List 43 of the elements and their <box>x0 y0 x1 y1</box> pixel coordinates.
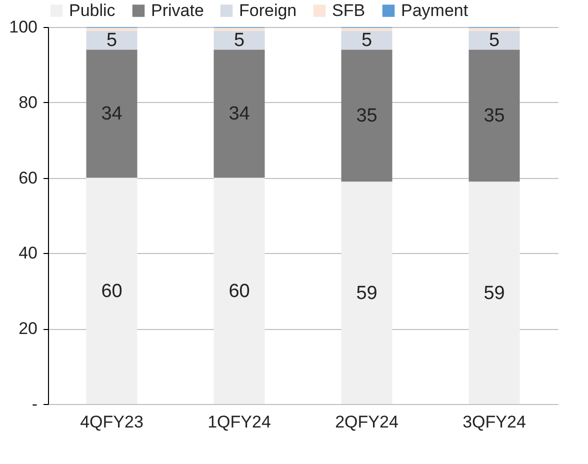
data-label: 60 <box>228 280 250 302</box>
bar <box>341 182 392 404</box>
data-label: 5 <box>106 30 118 52</box>
y-tick-label: 100 <box>9 18 38 36</box>
x-tick-label: 3QFY24 <box>462 412 526 432</box>
y-tick-label: 80 <box>18 92 38 112</box>
bar <box>214 178 265 404</box>
legend-label: Foreign <box>239 0 297 20</box>
y-tick-label: 40 <box>18 244 38 263</box>
legend-label: SFB <box>332 0 366 20</box>
bar <box>86 28 138 31</box>
bar <box>468 30 520 50</box>
x-tick-label: 1QFY24 <box>208 412 271 432</box>
bar <box>468 182 520 404</box>
bar <box>468 28 520 31</box>
legend-label: Private <box>151 0 204 20</box>
bar <box>86 30 138 50</box>
bar <box>86 50 138 178</box>
y-tick-label: 20 <box>18 319 38 338</box>
y-tick-label: 60 <box>18 168 38 188</box>
data-label: 59 <box>356 282 378 304</box>
data-label: 5 <box>361 30 372 52</box>
data-label: 34 <box>228 104 250 125</box>
bar <box>214 30 265 50</box>
data-label: 5 <box>234 30 245 52</box>
data-label: 60 <box>101 280 122 302</box>
bar <box>341 30 392 50</box>
bar <box>341 28 392 31</box>
data-label: 35 <box>484 106 505 127</box>
legend-label: Payment <box>401 0 468 20</box>
bar <box>341 50 392 182</box>
bar <box>86 178 138 404</box>
bar <box>214 28 265 31</box>
bar <box>468 50 520 182</box>
x-tick-label: 4QFY23 <box>80 412 144 432</box>
data-label: 34 <box>101 104 123 125</box>
legend-label: Public <box>69 0 116 20</box>
bar <box>214 50 265 178</box>
data-label: 5 <box>488 30 500 52</box>
x-tick-label: 2QFY24 <box>335 412 398 432</box>
y-tick-label: - <box>32 394 38 414</box>
data-label: 59 <box>484 282 505 304</box>
data-label: 35 <box>356 106 378 127</box>
